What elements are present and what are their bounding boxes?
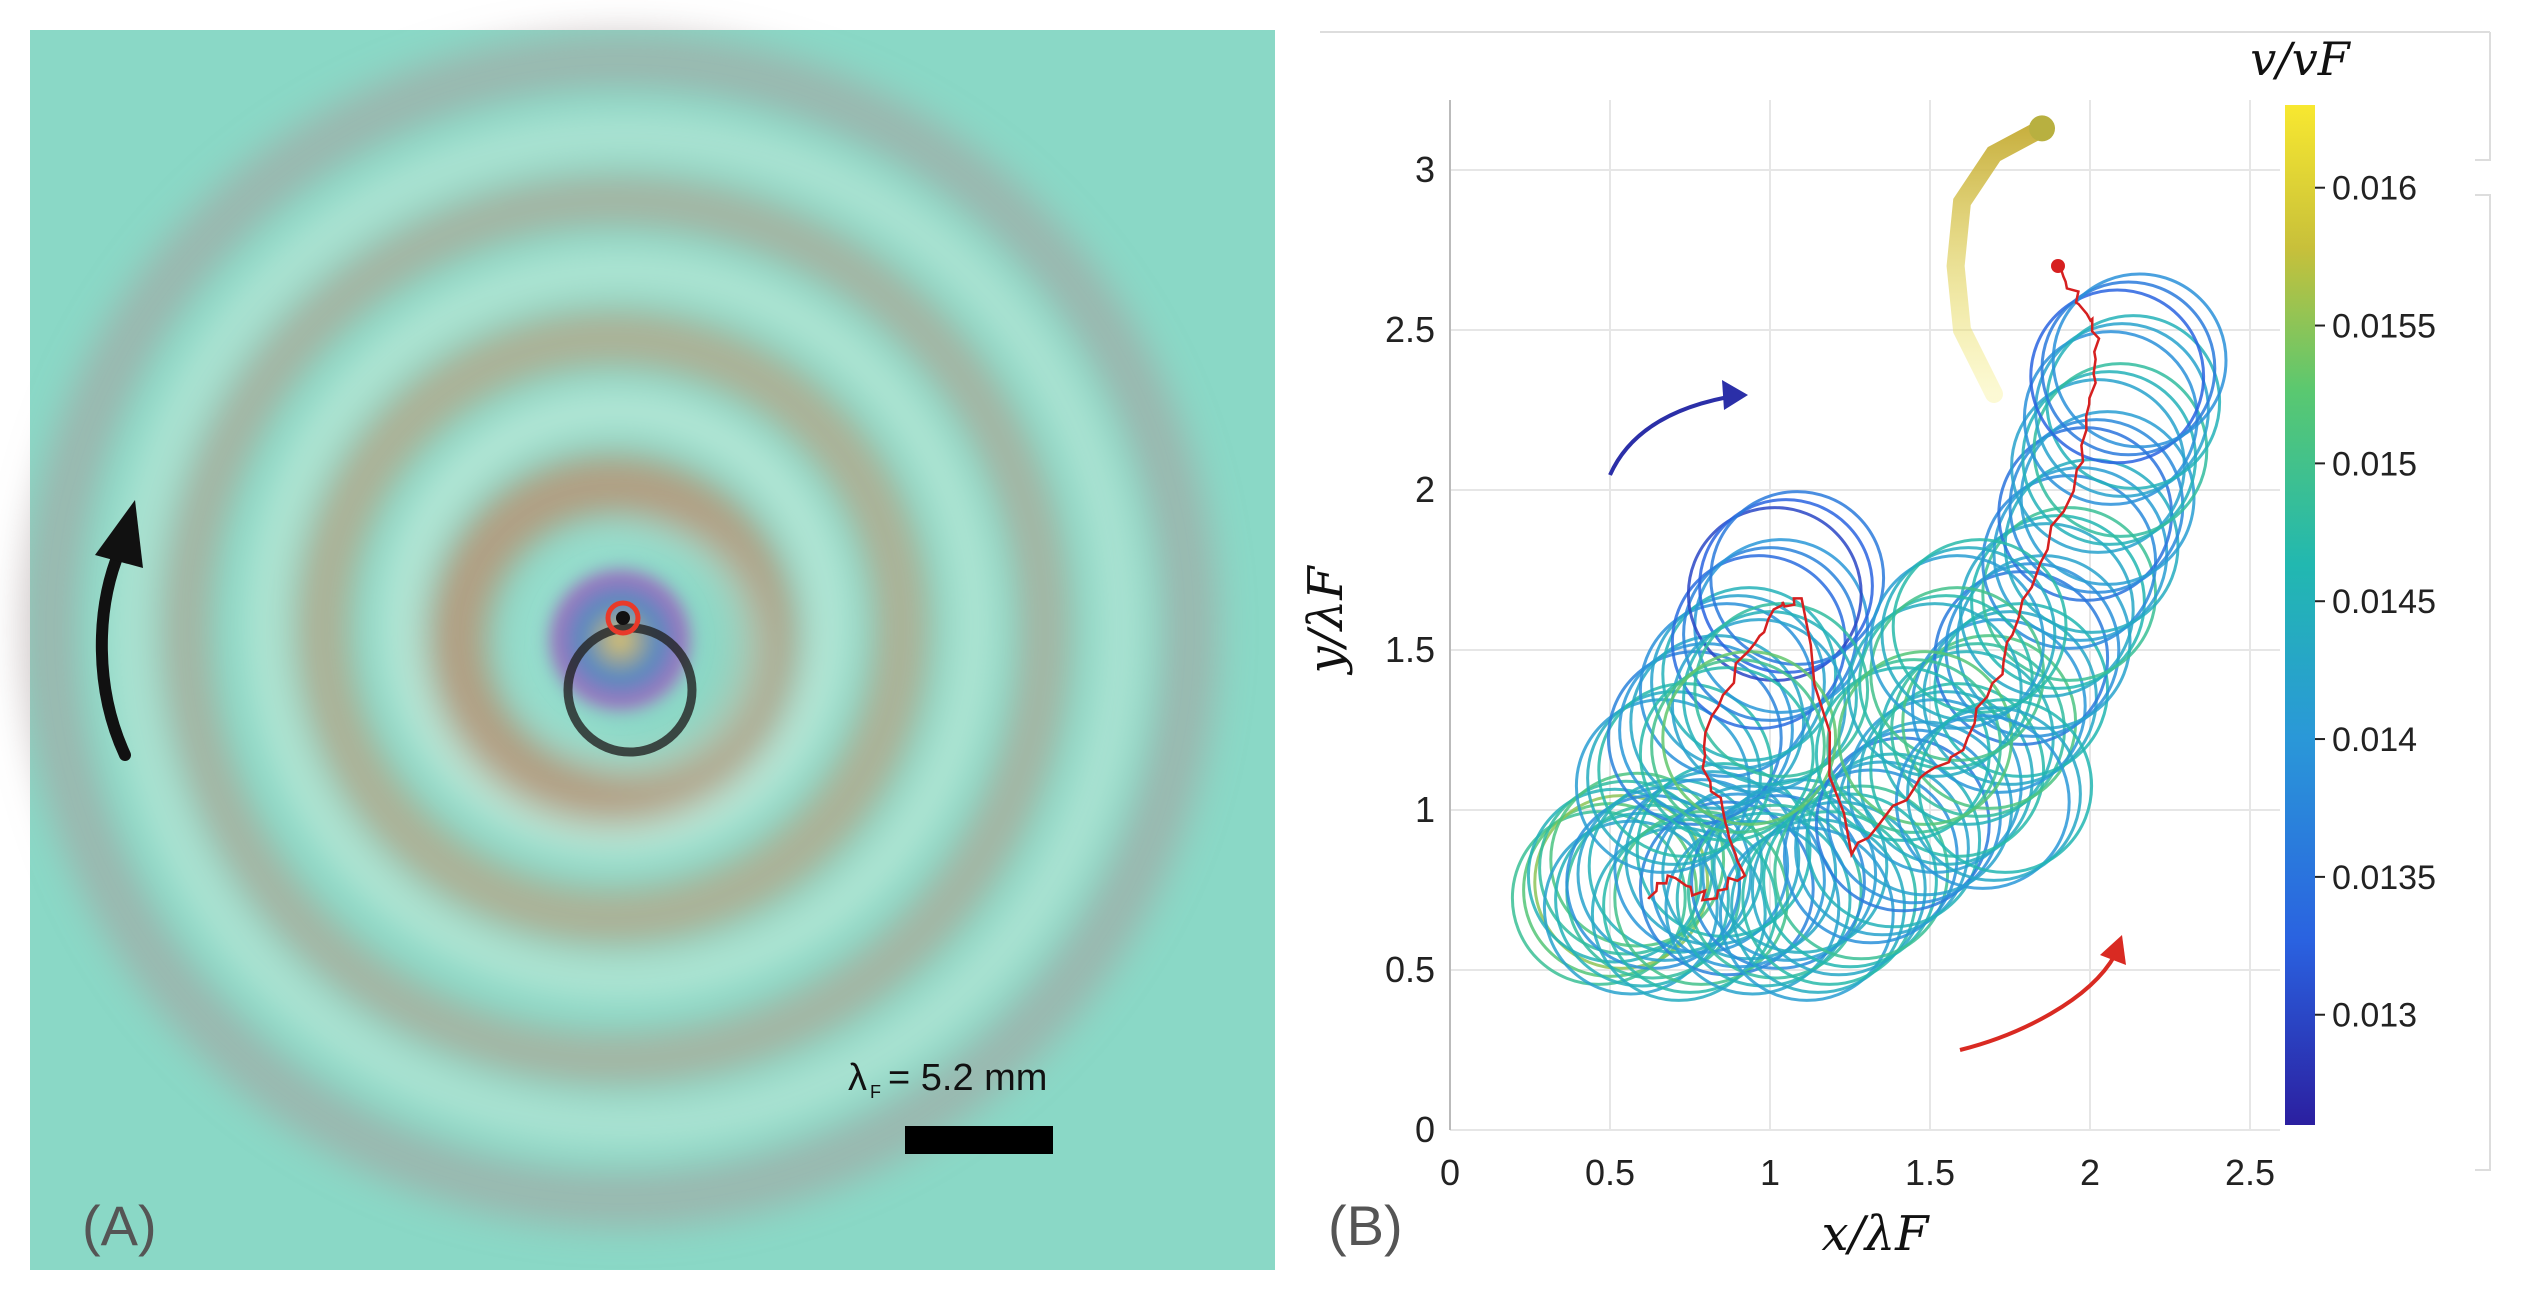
scale-bar-rect xyxy=(905,1126,1053,1154)
orbit-loop xyxy=(1869,586,2046,762)
x-tick-label: 0 xyxy=(1440,1152,1460,1193)
orbit-loop xyxy=(1624,770,1801,946)
orbit-loop xyxy=(1686,803,1863,980)
fading-tail xyxy=(1946,119,2051,403)
orbit-loop xyxy=(1880,546,2057,722)
colorbar: 0.013 0.0135 0.014 0.0145 0.015 0.0155 0.016 v… xyxy=(2250,32,2491,1171)
x-tick-label: 2 xyxy=(2080,1152,2100,1193)
tail-head-dot xyxy=(2029,115,2055,142)
panel-a-label: (A) xyxy=(82,1194,157,1257)
droplet-orbit xyxy=(563,623,697,757)
frame-bracket-bottom xyxy=(2475,194,2491,1171)
orbit-loop xyxy=(1910,618,2087,794)
droplet-marker xyxy=(605,600,641,636)
orbit-loop xyxy=(1613,778,1790,954)
y-tick-label: 0.5 xyxy=(1385,949,1435,990)
orbit-loop xyxy=(2029,288,2206,465)
y-tick-label: 3 xyxy=(1415,149,1435,190)
orbit-loop xyxy=(1661,586,1838,762)
rotation-arrow-icon xyxy=(95,500,143,761)
panel-a: λ F = 5.2 mm (A) xyxy=(22,30,1275,1270)
orbit-loop xyxy=(2040,280,2217,457)
colorbar-gradient xyxy=(2285,105,2315,1125)
orbit-loop xyxy=(1574,698,1751,874)
scale-bar-subscript: F xyxy=(870,1082,881,1102)
wave-rings xyxy=(22,32,1218,1228)
scale-bar-symbol: λ xyxy=(848,1057,867,1099)
colorbar-tick-label: 0.016 xyxy=(2332,170,2417,208)
y-tick-labels: 0 0.5 1 1.5 2 2.5 3 xyxy=(1385,149,1435,1150)
blue-arrow-icon xyxy=(1608,380,1748,476)
orbit-loop xyxy=(1917,698,2094,874)
x-tick-label: 1 xyxy=(1760,1152,1780,1193)
colorbar-ticks: 0.013 0.0135 0.014 0.0145 0.015 0.0155 0.016 xyxy=(2315,170,2436,1035)
y-tick-label: 2.5 xyxy=(1385,309,1435,350)
panel-a-image: λ F = 5.2 mm (A) xyxy=(22,30,1275,1270)
colorbar-tick-label: 0.015 xyxy=(2332,445,2417,483)
scale-bar: λ F = 5.2 mm xyxy=(848,1057,1053,1154)
orbit-loop xyxy=(1638,666,1815,842)
orbit-loop xyxy=(1526,787,1703,964)
y-axis-label: y/λF xyxy=(1300,565,1354,676)
x-tick-label: 0.5 xyxy=(1585,1152,1635,1193)
orbit-loop xyxy=(1682,610,1858,786)
orbit-loop xyxy=(2034,322,2210,498)
droplet xyxy=(616,611,630,625)
x-tick-label: 1.5 xyxy=(1905,1152,1955,1193)
orbit-loop xyxy=(1693,602,1870,778)
orbit-loop xyxy=(2022,330,2199,506)
colorbar-tick-label: 0.0145 xyxy=(2332,583,2436,621)
colorbar-tick-label: 0.0135 xyxy=(2332,859,2436,897)
orbit-loop xyxy=(1638,800,1815,977)
frame-bracket-top xyxy=(2475,32,2491,161)
orbit-loop xyxy=(1522,802,1698,978)
y-tick-label: 0 xyxy=(1415,1109,1435,1150)
colorbar-tick-label: 0.014 xyxy=(2332,721,2417,759)
x-axis-label: x/λF xyxy=(1822,1206,1931,1262)
orbit-loop xyxy=(1554,811,1730,988)
orbit-loop xyxy=(1549,771,1726,948)
scale-bar-label: = 5.2 mm xyxy=(888,1057,1047,1099)
orbit-loop xyxy=(1629,634,1806,810)
trajectory-chart: 0 0.5 1 1.5 2 2.5 3 0 0.5 1 1.5 2 2.5 y/λF x/λF 0.0… xyxy=(1298,31,2491,1262)
orbit-loop xyxy=(1858,594,2034,770)
orbit-loop xyxy=(1698,498,1874,674)
orbit-loop xyxy=(1618,642,1794,818)
y-tick-label: 1 xyxy=(1415,789,1435,830)
red-arrow-icon xyxy=(1959,935,2126,1052)
orbit-loop xyxy=(1906,706,2082,882)
orbit-loop xyxy=(2051,272,2228,449)
colorbar-tick-label: 0.0155 xyxy=(2332,308,2436,346)
drift-line xyxy=(1647,265,2101,902)
orbit-loop xyxy=(1891,538,2068,714)
orbit-loop xyxy=(1606,650,1783,826)
x-tick-label: 2.5 xyxy=(2225,1152,2275,1193)
colorbar-tick-label: 0.013 xyxy=(2332,997,2417,1035)
orbit-loop xyxy=(1510,810,1687,986)
drift-end-dot xyxy=(2051,259,2065,273)
orbit-loop xyxy=(1958,522,2135,698)
orbit-loops xyxy=(1510,272,2228,1002)
orbit-loop xyxy=(1538,779,1714,956)
panel-b-label: (B) xyxy=(1328,1194,1403,1257)
y-tick-label: 2 xyxy=(1415,469,1435,510)
x-tick-labels: 0 0.5 1 1.5 2 2.5 xyxy=(1440,1152,2275,1193)
orbit-loop xyxy=(2045,314,2222,490)
colorbar-label: v/vF xyxy=(2250,32,2351,86)
orbit-loop xyxy=(1846,602,2023,778)
orbit-loop xyxy=(1542,819,1719,996)
orbit-loop xyxy=(1533,794,1710,970)
panel-b: 0 0.5 1 1.5 2 2.5 3 0 0.5 1 1.5 2 2.5 y/λF x/λF 0.0… xyxy=(1298,0,2540,1297)
y-tick-label: 1.5 xyxy=(1385,629,1435,670)
orbit-loop xyxy=(1869,554,2046,730)
orbit-loop xyxy=(1650,594,1826,770)
orbit-loop xyxy=(1894,714,2071,890)
orbit-loop xyxy=(1675,811,1852,988)
droplet-core xyxy=(535,555,705,725)
orbit-loop xyxy=(1794,760,1970,937)
orbit-loop xyxy=(1638,602,1815,778)
orbit-loop xyxy=(1805,752,1982,929)
